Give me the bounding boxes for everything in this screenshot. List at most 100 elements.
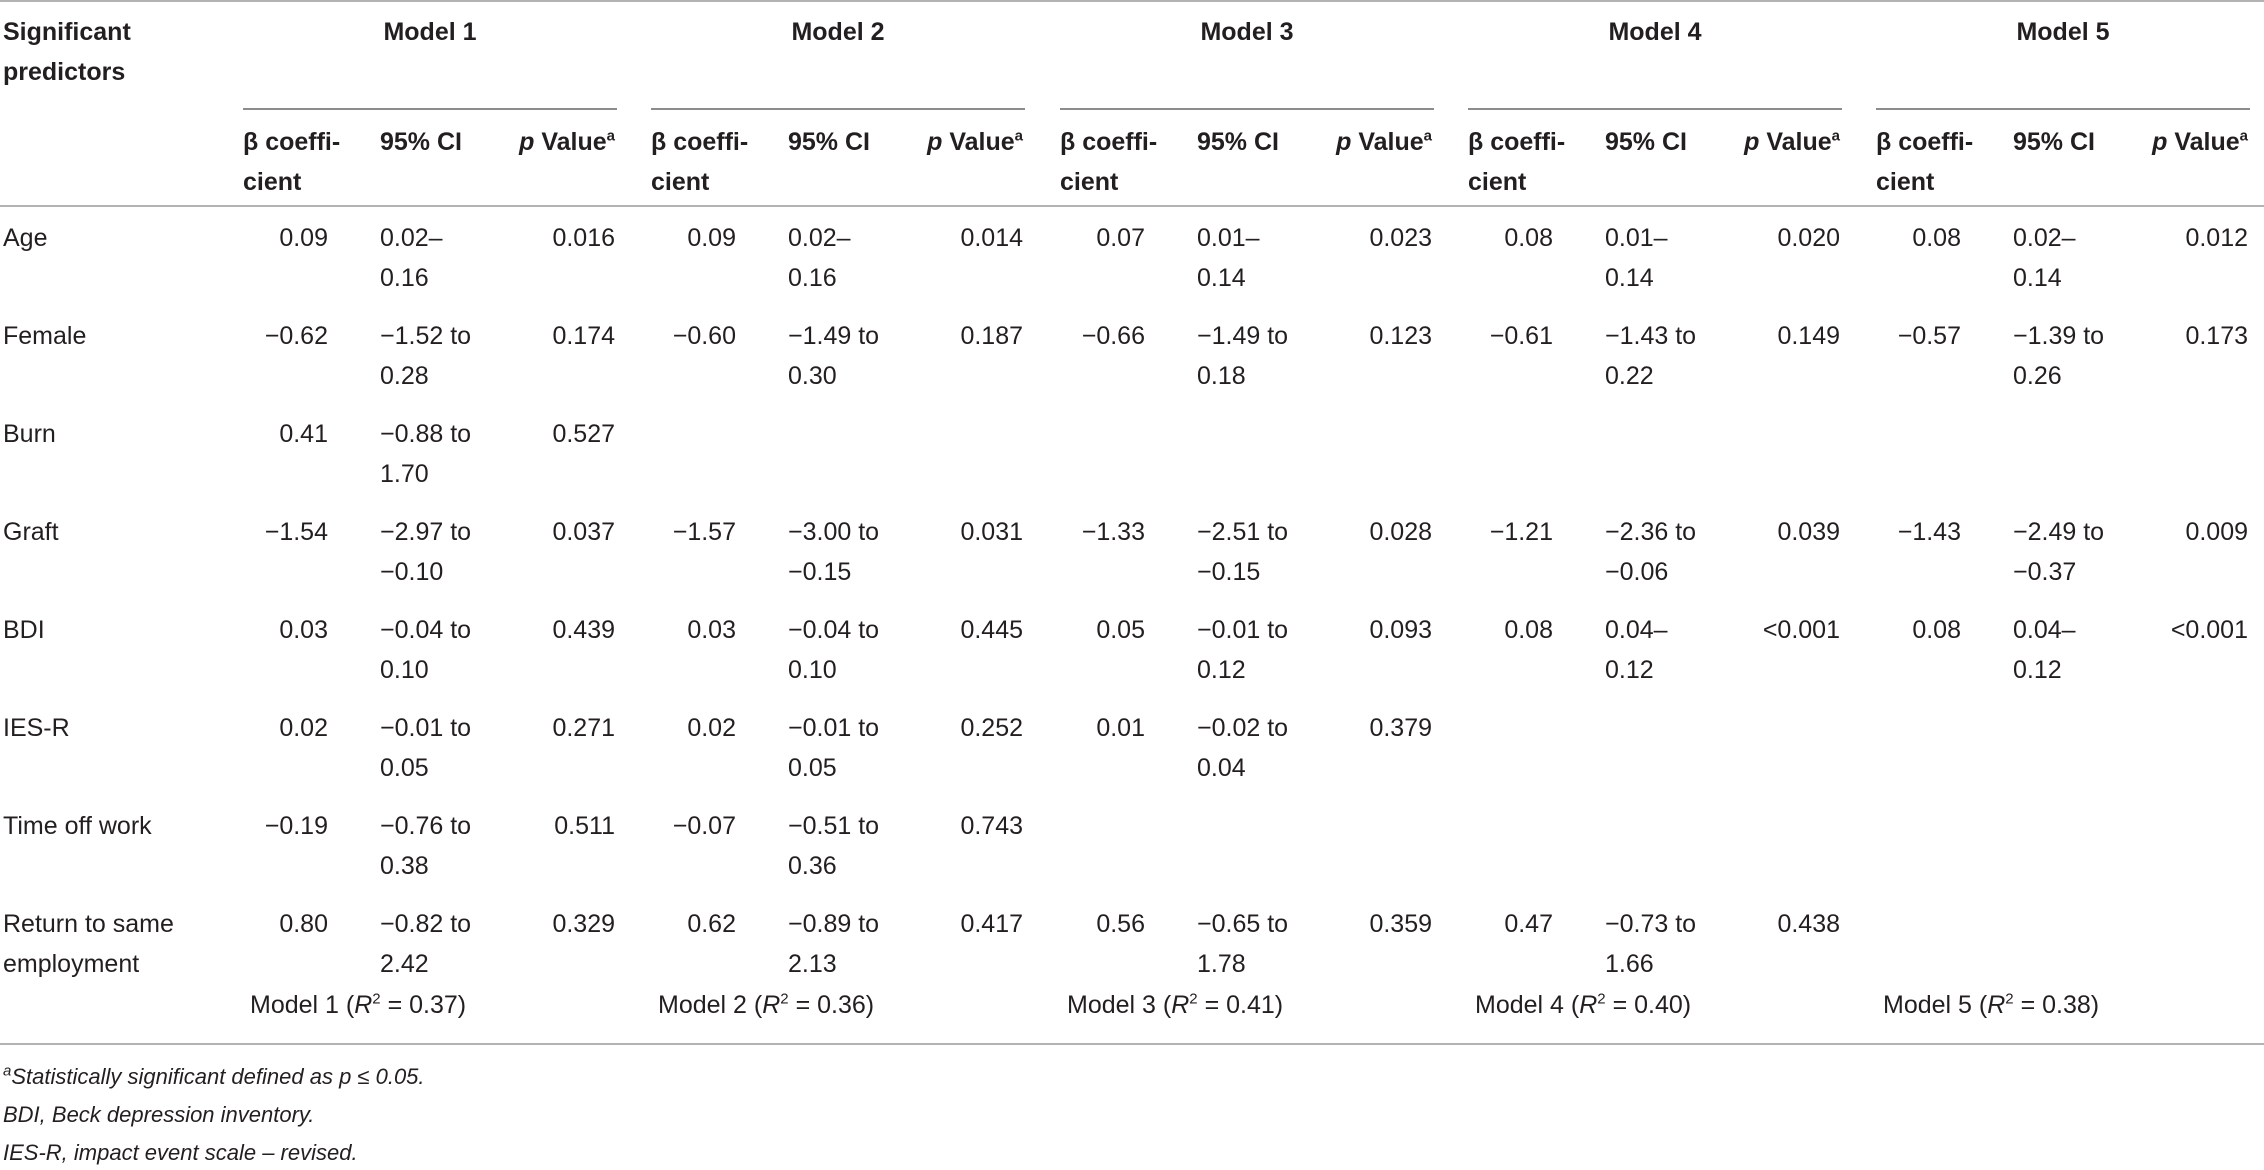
beta-value: 0.47 xyxy=(1504,910,1553,938)
p-value: 0.187 xyxy=(960,322,1023,350)
header-beta: cient xyxy=(1060,168,1119,196)
ci-value: −0.15 xyxy=(788,558,852,586)
model-r-squared: Model 2 (R2 = 0.36) xyxy=(658,990,875,1019)
header-p-value: p Valuea xyxy=(927,127,1023,156)
header-p-value: p Valuea xyxy=(1336,127,1432,156)
header-p-value: p Valuea xyxy=(1744,127,1840,156)
footnote-ies-r: IES-R, impact event scale – revised. xyxy=(3,1140,358,1165)
row-label: IES-R xyxy=(3,714,70,742)
ci-value: −0.01 to xyxy=(380,714,472,742)
ci-value: −0.04 to xyxy=(380,616,472,644)
row-label: Return to same xyxy=(3,910,174,938)
ci-value: 0.28 xyxy=(380,362,429,390)
model-r-squared: Model 5 (R2 = 0.38) xyxy=(1883,990,2100,1019)
beta-value: 0.08 xyxy=(1504,616,1553,644)
beta-value: −0.07 xyxy=(672,812,736,840)
beta-value: 0.07 xyxy=(1096,224,1145,252)
ci-value: −1.39 to xyxy=(2013,322,2105,350)
p-value: 0.445 xyxy=(960,616,1023,644)
p-value: 0.014 xyxy=(960,224,1023,252)
p-value: <0.001 xyxy=(2170,616,2248,644)
header-beta: β coeffi- xyxy=(1060,128,1158,156)
p-value: 0.093 xyxy=(1369,616,1432,644)
ci-value: 1.70 xyxy=(380,460,429,488)
ci-value: 0.18 xyxy=(1197,362,1246,390)
ci-value: 0.01– xyxy=(1605,224,1668,252)
beta-value: −0.60 xyxy=(672,322,736,350)
ci-value: 0.04– xyxy=(2013,616,2076,644)
model-r-squared: Model 4 (R2 = 0.40) xyxy=(1475,990,1692,1019)
header-beta: β coeffi- xyxy=(1468,128,1566,156)
beta-value: 0.03 xyxy=(279,616,328,644)
row-label: Age xyxy=(3,224,48,252)
beta-value: −0.66 xyxy=(1081,322,1145,350)
beta-value: 0.09 xyxy=(687,224,736,252)
ci-value: −2.36 to xyxy=(1605,518,1697,546)
header-ci: 95% CI xyxy=(2013,128,2095,156)
ci-value: 0.10 xyxy=(788,656,837,684)
ci-value: −0.04 to xyxy=(788,616,880,644)
ci-value: −1.49 to xyxy=(788,322,880,350)
ci-value: 0.12 xyxy=(1605,656,1654,684)
beta-value: −1.57 xyxy=(672,518,736,546)
header-beta: cient xyxy=(243,168,302,196)
ci-value: 0.30 xyxy=(788,362,837,390)
ci-value: 0.05 xyxy=(788,754,837,782)
beta-value: 0.05 xyxy=(1096,616,1145,644)
row-label: BDI xyxy=(3,616,45,644)
ci-value: −0.37 xyxy=(2013,558,2077,586)
ci-value: −1.43 to xyxy=(1605,322,1697,350)
p-value: 0.031 xyxy=(960,518,1023,546)
p-value: 0.016 xyxy=(552,224,615,252)
p-value: 0.271 xyxy=(552,714,615,742)
model-5-underline xyxy=(1876,108,2250,110)
header-predictors-label: Significant xyxy=(3,18,131,46)
ci-value: 0.01– xyxy=(1197,224,1260,252)
ci-value: −1.49 to xyxy=(1197,322,1289,350)
ci-value: 0.16 xyxy=(380,264,429,292)
header-model-5: Model 5 xyxy=(2016,18,2110,46)
ci-value: −0.02 to xyxy=(1197,714,1289,742)
beta-value: 0.41 xyxy=(279,420,328,448)
beta-value: 0.01 xyxy=(1096,714,1145,742)
beta-value: −0.19 xyxy=(264,812,328,840)
header-beta: cient xyxy=(1468,168,1527,196)
p-value: 0.028 xyxy=(1369,518,1432,546)
row-label: Time off work xyxy=(3,812,152,840)
ci-value: −2.49 to xyxy=(2013,518,2105,546)
beta-value: 0.80 xyxy=(279,910,328,938)
beta-value: 0.56 xyxy=(1096,910,1145,938)
ci-value: 0.22 xyxy=(1605,362,1654,390)
ci-value: −3.00 to xyxy=(788,518,880,546)
header-model-4: Model 4 xyxy=(1608,18,1702,46)
beta-value: −1.54 xyxy=(264,518,328,546)
ci-value: −0.01 to xyxy=(788,714,880,742)
ci-value: −0.10 xyxy=(380,558,444,586)
ci-value: −0.88 to xyxy=(380,420,472,448)
p-value: <0.001 xyxy=(1762,616,1840,644)
ci-value: 0.36 xyxy=(788,852,837,880)
ci-value: 0.26 xyxy=(2013,362,2062,390)
header-model-3: Model 3 xyxy=(1200,18,1294,46)
row-label: Graft xyxy=(3,518,59,546)
header-beta: cient xyxy=(651,168,710,196)
p-value: 0.012 xyxy=(2185,224,2248,252)
header-beta: β coeffi- xyxy=(651,128,749,156)
table-bottom-rule xyxy=(0,1043,2264,1045)
beta-value: 0.08 xyxy=(1504,224,1553,252)
beta-value: −0.62 xyxy=(264,322,328,350)
p-value: 0.511 xyxy=(554,812,615,840)
header-p-value: p Valuea xyxy=(519,127,615,156)
ci-value: 0.04 xyxy=(1197,754,1246,782)
row-label: employment xyxy=(3,950,140,978)
header-ci: 95% CI xyxy=(1605,128,1687,156)
beta-value: 0.03 xyxy=(687,616,736,644)
header-model-2: Model 2 xyxy=(791,18,885,46)
beta-value: 0.08 xyxy=(1912,224,1961,252)
p-value: 0.743 xyxy=(960,812,1023,840)
row-label: Burn xyxy=(3,420,56,448)
model-r-squared: Model 1 (R2 = 0.37) xyxy=(250,990,467,1019)
ci-value: −0.15 xyxy=(1197,558,1261,586)
p-value: 0.174 xyxy=(552,322,615,350)
header-beta: cient xyxy=(1876,168,1935,196)
